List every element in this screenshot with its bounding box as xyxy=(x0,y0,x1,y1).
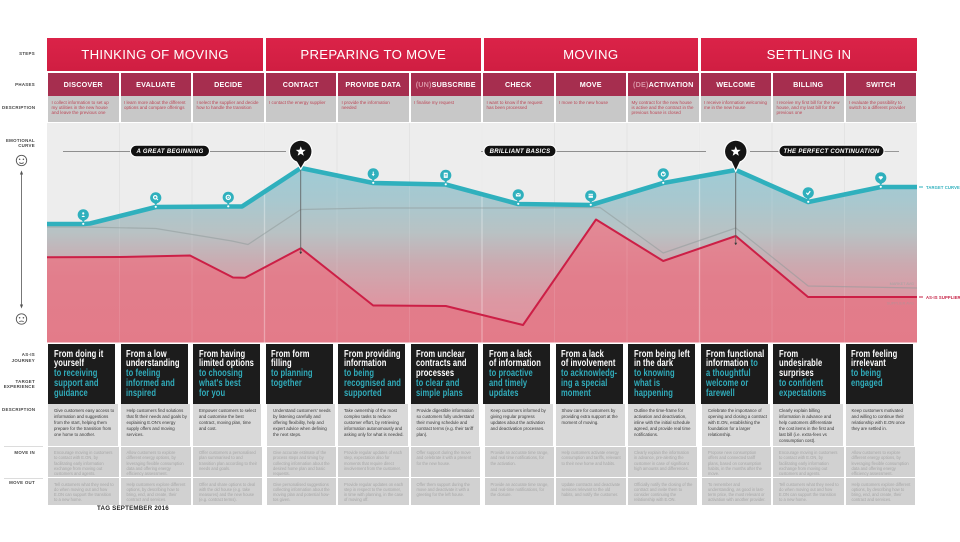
svg-text:MARKET AVG: MARKET AVG xyxy=(890,282,914,286)
svg-text:SUPPLIER AVG: SUPPLIER AVG xyxy=(887,302,914,306)
svg-text:TARGET CURVE: TARGET CURVE xyxy=(926,185,960,190)
svg-text:AS-IS SUPPLIER: AS-IS SUPPLIER xyxy=(926,295,960,300)
svg-text:A GREAT BEGINNING: A GREAT BEGINNING xyxy=(135,149,203,155)
svg-text:THE PERFECT CONTINUATION: THE PERFECT CONTINUATION xyxy=(783,149,879,155)
svg-text:BRILLIANT BASICS: BRILLIANT BASICS xyxy=(490,149,551,155)
